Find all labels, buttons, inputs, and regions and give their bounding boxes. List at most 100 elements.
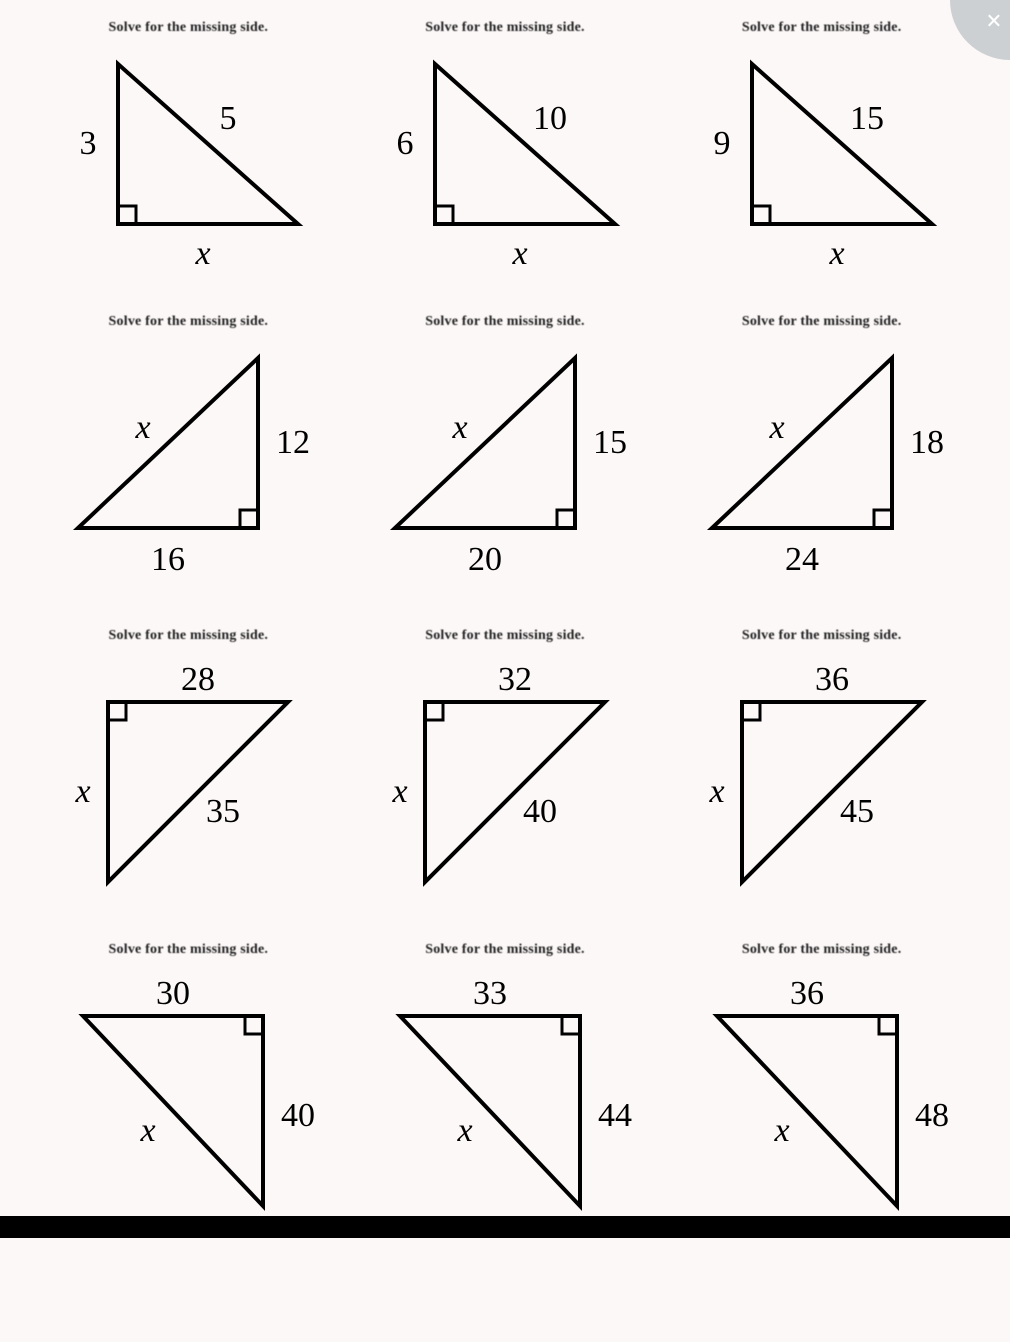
triangle-shape bbox=[717, 1016, 897, 1206]
right-angle-marker bbox=[240, 510, 258, 528]
problem-cell: Solve for the missing side. x 12 16 bbox=[40, 314, 337, 588]
label-hypotenuse: 45 bbox=[840, 793, 874, 830]
label-bottom: x bbox=[511, 235, 527, 272]
triangle-figure: x 15 20 bbox=[365, 338, 645, 588]
label-left: x bbox=[75, 773, 91, 810]
label-top: 36 bbox=[815, 661, 849, 698]
triangle-shape bbox=[395, 358, 575, 528]
label-top: 30 bbox=[156, 975, 190, 1012]
instruction-text: Solve for the missing side. bbox=[742, 314, 902, 330]
problem-cell: Solve for the missing side. 9 15 x bbox=[673, 20, 970, 274]
triangle-figure: 32 x 40 bbox=[365, 652, 645, 902]
label-hypotenuse: x bbox=[768, 409, 784, 446]
triangle-shape bbox=[83, 1016, 263, 1206]
triangle-shape bbox=[752, 64, 932, 224]
right-angle-marker bbox=[562, 1016, 580, 1034]
instruction-text: Solve for the missing side. bbox=[425, 314, 585, 330]
triangle-shape bbox=[78, 358, 258, 528]
right-angle-marker bbox=[742, 702, 760, 720]
label-hypotenuse: x bbox=[451, 409, 467, 446]
triangle-figure: 33 44 x bbox=[365, 966, 645, 1186]
problem-cell: Solve for the missing side. 3 5 x bbox=[40, 20, 337, 274]
instruction-text: Solve for the missing side. bbox=[742, 628, 902, 644]
right-angle-marker bbox=[752, 206, 770, 224]
instruction-text: Solve for the missing side. bbox=[742, 942, 902, 958]
label-left: 6 bbox=[396, 125, 413, 162]
triangle-figure: 3 5 x bbox=[48, 44, 328, 274]
label-top: 36 bbox=[790, 975, 824, 1012]
right-angle-marker bbox=[425, 702, 443, 720]
triangle-figure: 36 x 45 bbox=[682, 652, 962, 902]
instruction-text: Solve for the missing side. bbox=[425, 942, 585, 958]
label-right: 12 bbox=[276, 424, 310, 461]
right-angle-marker bbox=[118, 206, 136, 224]
footer-black-bar bbox=[0, 1216, 1010, 1238]
label-hypotenuse: x bbox=[456, 1112, 472, 1149]
triangle-figure: 28 x 35 bbox=[48, 652, 328, 902]
problem-cell: Solve for the missing side. x 18 24 bbox=[673, 314, 970, 588]
label-right: 40 bbox=[281, 1097, 315, 1134]
problem-cell: Solve for the missing side. 36 48 x bbox=[673, 942, 970, 1186]
instruction-text: Solve for the missing side. bbox=[425, 20, 585, 36]
label-right: 44 bbox=[598, 1097, 632, 1134]
triangle-figure: x 12 16 bbox=[48, 338, 328, 588]
label-bottom: 24 bbox=[785, 541, 819, 578]
label-hypotenuse: x bbox=[135, 409, 151, 446]
triangle-figure: 30 40 x bbox=[48, 966, 328, 1186]
instruction-text: Solve for the missing side. bbox=[109, 942, 269, 958]
label-bottom: 20 bbox=[468, 541, 502, 578]
instruction-text: Solve for the missing side. bbox=[742, 20, 902, 36]
label-left: 3 bbox=[80, 125, 97, 162]
label-hypotenuse: 10 bbox=[533, 100, 567, 137]
right-angle-marker bbox=[435, 206, 453, 224]
triangle-shape bbox=[742, 702, 922, 882]
triangle-figure: x 18 24 bbox=[682, 338, 962, 588]
right-angle-marker bbox=[874, 510, 892, 528]
problem-cell: Solve for the missing side. 33 44 x bbox=[357, 942, 654, 1186]
label-top: 33 bbox=[473, 975, 507, 1012]
label-hypotenuse: x bbox=[140, 1112, 156, 1149]
right-angle-marker bbox=[245, 1016, 263, 1034]
label-top: 28 bbox=[181, 661, 215, 698]
label-right: 18 bbox=[910, 424, 944, 461]
triangle-shape bbox=[118, 64, 298, 224]
right-angle-marker bbox=[108, 702, 126, 720]
label-right: 15 bbox=[593, 424, 627, 461]
label-hypotenuse: x bbox=[773, 1112, 789, 1149]
label-hypotenuse: 40 bbox=[523, 793, 557, 830]
instruction-text: Solve for the missing side. bbox=[109, 314, 269, 330]
label-hypotenuse: 5 bbox=[220, 100, 237, 137]
problem-grid: Solve for the missing side. 3 5 x Solve … bbox=[40, 20, 970, 1186]
triangle-shape bbox=[400, 1016, 580, 1206]
problem-cell: Solve for the missing side. 36 x 45 bbox=[673, 628, 970, 902]
instruction-text: Solve for the missing side. bbox=[109, 628, 269, 644]
label-bottom: x bbox=[828, 235, 844, 272]
label-hypotenuse: 35 bbox=[206, 793, 240, 830]
instruction-text: Solve for the missing side. bbox=[425, 628, 585, 644]
problem-cell: Solve for the missing side. 28 x 35 bbox=[40, 628, 337, 902]
label-left: 9 bbox=[713, 125, 730, 162]
triangle-figure: 9 15 x bbox=[682, 44, 962, 274]
problem-cell: Solve for the missing side. x 15 20 bbox=[357, 314, 654, 588]
label-left: x bbox=[708, 773, 724, 810]
right-angle-marker bbox=[879, 1016, 897, 1034]
triangle-shape bbox=[425, 702, 605, 882]
label-bottom: x bbox=[195, 235, 211, 272]
triangle-figure: 6 10 x bbox=[365, 44, 645, 274]
problem-cell: Solve for the missing side. 6 10 x bbox=[357, 20, 654, 274]
problem-cell: Solve for the missing side. 30 40 x bbox=[40, 942, 337, 1186]
close-icon: × bbox=[986, 6, 1002, 38]
label-left: x bbox=[391, 773, 407, 810]
right-angle-marker bbox=[557, 510, 575, 528]
label-bottom: 16 bbox=[151, 541, 185, 578]
label-right: 48 bbox=[915, 1097, 949, 1134]
triangle-shape bbox=[435, 64, 615, 224]
triangle-shape bbox=[712, 358, 892, 528]
label-top: 32 bbox=[498, 661, 532, 698]
triangle-figure: 36 48 x bbox=[682, 966, 962, 1186]
problem-cell: Solve for the missing side. 32 x 40 bbox=[357, 628, 654, 902]
triangle-shape bbox=[108, 702, 288, 882]
label-hypotenuse: 15 bbox=[850, 100, 884, 137]
worksheet-page: × Solve for the missing side. 3 5 x Solv… bbox=[0, 0, 1010, 1186]
instruction-text: Solve for the missing side. bbox=[109, 20, 269, 36]
